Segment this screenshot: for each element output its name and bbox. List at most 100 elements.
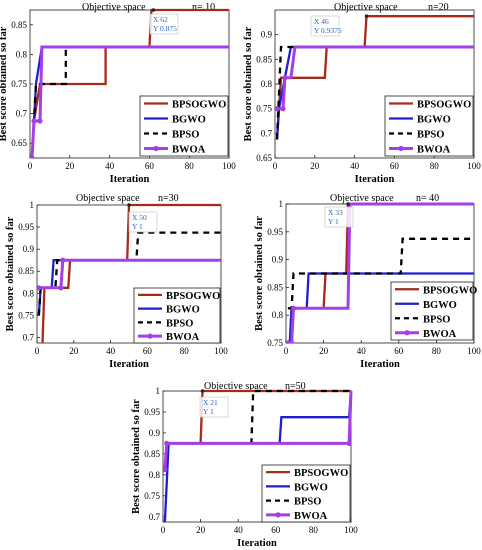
datatip-y-label: Y 0.9375: [314, 26, 342, 35]
datatip-x-label: X 62: [153, 15, 168, 24]
legend-label-bpsogwo: BPSOGWO: [417, 100, 471, 111]
y-axis-label: Best score obtained so far: [131, 399, 142, 514]
legend-label-bwoa: BWOA: [417, 145, 451, 156]
y-tick-label: 0.8: [272, 310, 284, 320]
legend-box: [139, 95, 229, 157]
series-point-bwoa: [289, 340, 295, 343]
series-point-bwoa: [163, 467, 168, 473]
chart-subtitle: n=20: [428, 2, 449, 13]
y-tick-label: 0.75: [144, 491, 160, 501]
chart-title: Objective space: [330, 193, 394, 204]
datatip-y-label: Y 1: [203, 407, 214, 416]
x-tick-label: 0: [284, 346, 289, 356]
y-tick-label: 0.7: [149, 512, 161, 522]
x-tick-label: 20: [310, 161, 320, 171]
y-tick-label: 0.65: [11, 138, 27, 148]
x-tick-label: 0: [35, 346, 40, 356]
x-tick-label: 60: [271, 525, 281, 535]
legend-label-bpsogwo: BPSOGWO: [423, 285, 477, 296]
y-tick-label: 0.85: [256, 54, 272, 64]
datatip-x-label: X 33: [328, 208, 343, 217]
x-tick-label: 80: [432, 346, 442, 356]
x-tick-label: 100: [467, 161, 481, 171]
chart-subtitle: n=50: [285, 381, 306, 392]
y-tick-label: 0.8: [23, 288, 35, 298]
series-line-bpso: [30, 45, 229, 158]
x-tick-label: 100: [344, 525, 358, 535]
y-tick-label: 0.95: [144, 407, 160, 417]
x-axis-label: Iteration: [355, 174, 395, 185]
legend-label-bgwo: BGWO: [423, 300, 457, 311]
y-tick-label: 0.75: [18, 310, 34, 320]
legend-marker-bwoa: [147, 333, 153, 339]
y-tick-label: 0.85: [11, 20, 27, 30]
datatip-box: [324, 206, 354, 228]
series-point-bwoa: [164, 440, 170, 446]
series-line-bwoa: [163, 390, 353, 470]
legend-label-bgwo: BGWO: [417, 115, 451, 126]
chart-title: Objective space: [334, 2, 398, 13]
chart-5: Objective space n=50 0 20 40 60 80 100 0.7 0.75 0.…: [131, 381, 358, 549]
x-tick-label: 20: [196, 525, 206, 535]
x-tick-label: 40: [106, 346, 116, 356]
y-tick-label: 0.8: [261, 79, 273, 89]
series-point-bwoa: [282, 75, 288, 81]
series-point-bwoa: [37, 285, 42, 291]
y-tick-label: 0.7: [23, 332, 35, 342]
y-axis-label: Best score obtained so far: [243, 26, 254, 141]
x-tick-label: 60: [143, 346, 153, 356]
x-tick-label: 80: [185, 161, 195, 171]
series-point-bwoa: [346, 440, 352, 446]
chart-title: Objective space: [76, 193, 140, 204]
y-tick-label: 1: [156, 386, 161, 396]
legend-label-bwoa: BWOA: [166, 332, 200, 343]
y-tick-label: 0.9: [23, 244, 35, 254]
series-point-bwoa: [275, 106, 280, 112]
legend-box: [133, 287, 221, 344]
legend-label-bgwo: BGWO: [294, 482, 328, 493]
y-tick-label: 0.9: [261, 30, 273, 40]
datatip-point: [151, 8, 156, 12]
datatip-y-label: Y 1: [132, 222, 143, 231]
series-group: [286, 202, 474, 343]
series-point-bwoa: [280, 106, 286, 112]
series-group: [275, 15, 474, 140]
x-tick-label: 0: [273, 161, 278, 171]
x-tick-label: 100: [214, 346, 228, 356]
y-tick-label: 0.65: [256, 153, 272, 163]
datatip-box: [149, 13, 179, 35]
y-tick-label: 0.7: [16, 109, 28, 119]
y-tick-label: 0.8: [16, 49, 28, 59]
datatip-box: [128, 211, 158, 233]
x-tick-label: 100: [222, 161, 236, 171]
x-axis-label: Iteration: [237, 538, 277, 549]
chart-3: Objective space n=30 0 20 40 60 80 100 0.7 0.75 0.…: [5, 193, 228, 370]
datatip-point: [346, 202, 350, 206]
x-tick-label: 40: [357, 346, 367, 356]
y-tick-label: 0.85: [144, 449, 160, 459]
datatip-x-label: X 21: [203, 398, 218, 407]
x-tick-label: 0: [28, 161, 33, 171]
y-tick-label: 1: [279, 199, 284, 209]
legend-marker-bwoa: [153, 145, 159, 152]
x-tick-label: 40: [350, 161, 360, 171]
series-point-bwoa: [60, 257, 66, 263]
legend-label-bpso: BPSO: [294, 497, 321, 508]
chart-2: Objective space n=20 0 20 40 60 80 100 0.65 0.7 0.…: [243, 2, 481, 185]
legend-label-bwoa: BWOA: [294, 511, 328, 522]
series-line-bwoa: [38, 258, 221, 290]
datatip-box: [199, 396, 229, 418]
y-tick-label: 0.8: [149, 470, 161, 480]
series-point-bwoa: [30, 155, 35, 158]
x-tick-label: 80: [309, 525, 319, 535]
y-axis-label: Best score obtained so far: [5, 216, 16, 331]
y-axis-label: Best score obtained so far: [0, 26, 9, 141]
y-tick-label: 0.9: [272, 255, 284, 265]
datatip-y-label: Y 1: [328, 217, 339, 226]
legend-marker-bwoa: [275, 512, 281, 518]
legend-box: [390, 281, 474, 341]
chart-title: Objective space: [204, 381, 268, 392]
legend-label-bpso: BPSO: [423, 314, 450, 325]
y-tick-label: 0.75: [267, 338, 283, 348]
x-tick-label: 60: [390, 161, 400, 171]
